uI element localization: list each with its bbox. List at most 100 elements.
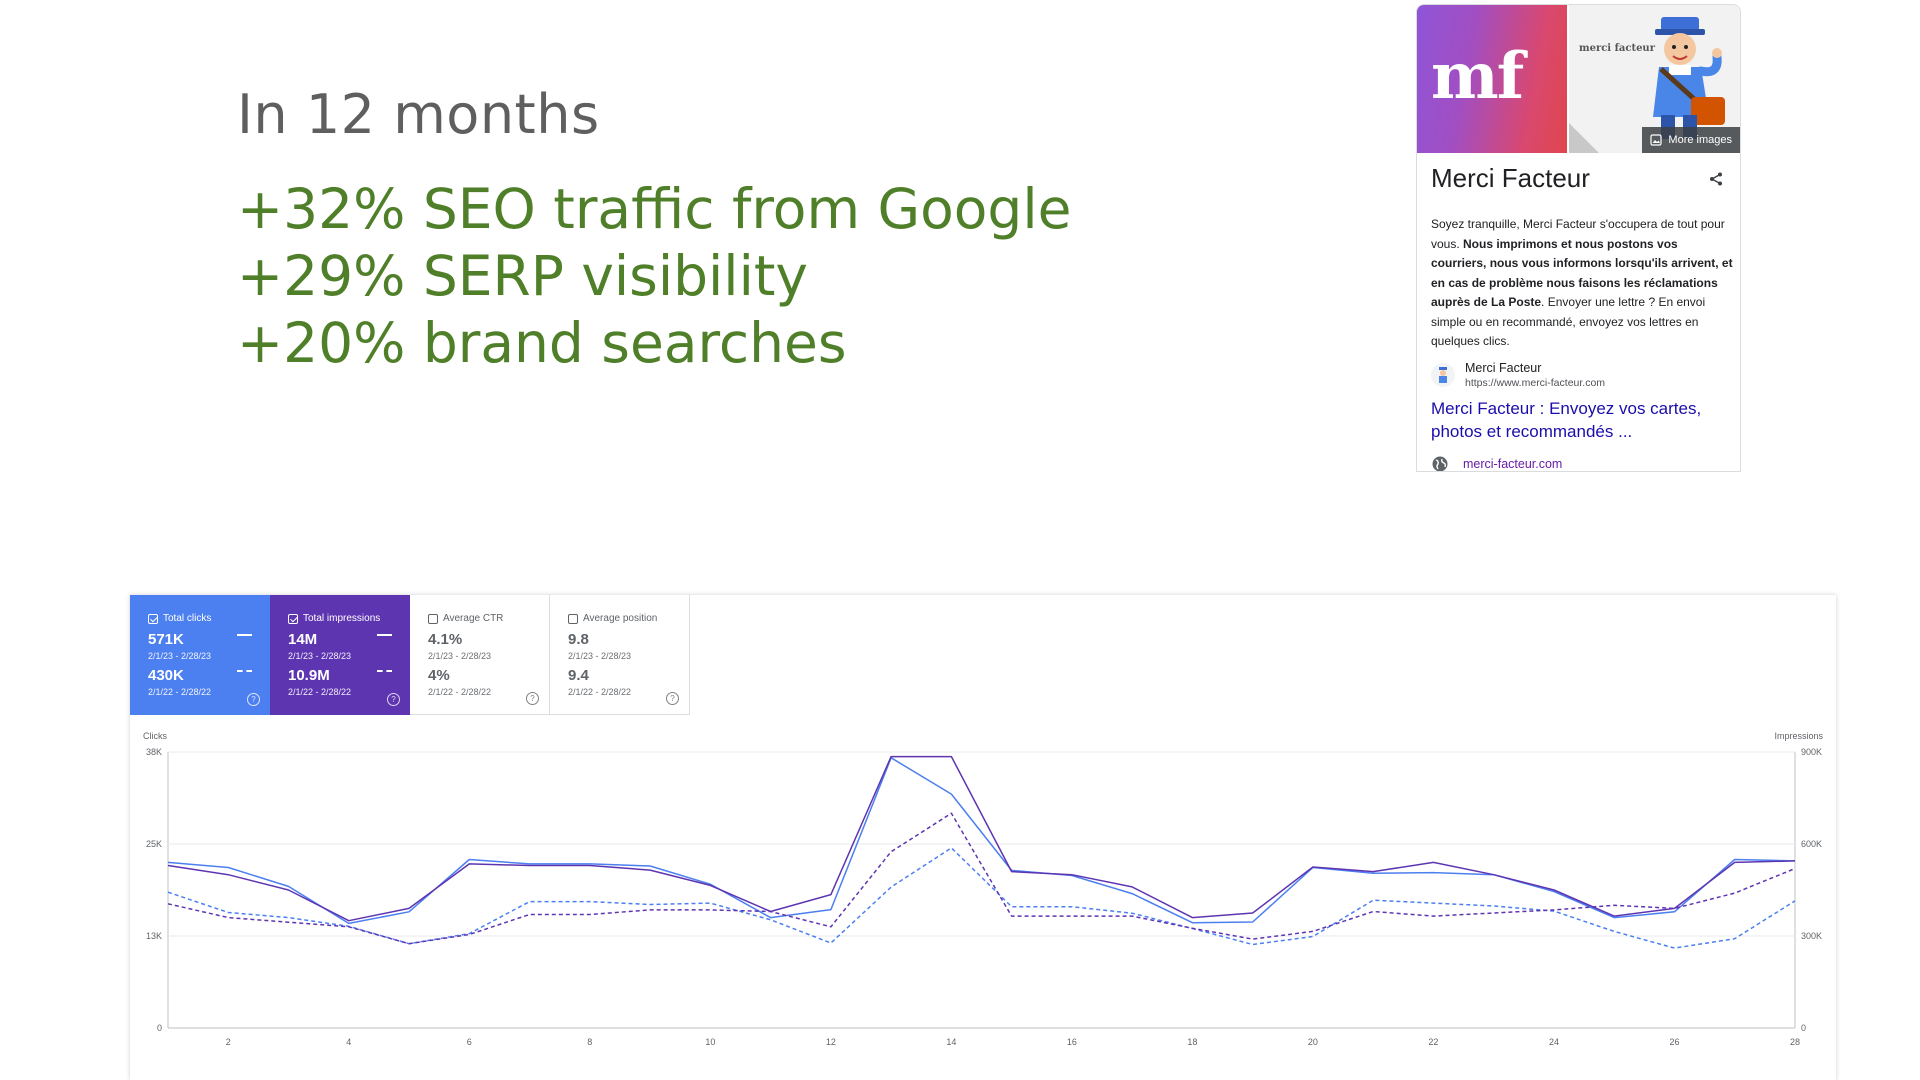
image-icon [1650,134,1663,146]
help-icon[interactable]: ? [387,693,400,706]
help-icon[interactable]: ? [666,692,679,705]
impressions-current-series-line [167,755,1796,922]
metric-card-total-clicks[interactable]: Total clicks 571K 2/1/23 - 2/28/23 430K … [130,595,270,715]
globe-icon [1432,456,1448,471]
legend-solid-line-icon [237,634,252,636]
metric-value-current: 571K [148,631,184,648]
metric-label: Average CTR [443,613,504,624]
x-tick: 10 [705,1037,715,1047]
x-tick: 20 [1308,1037,1318,1047]
metric-range-previous: 2/1/22 - 2/28/22 [568,687,632,697]
y-axis-right-label: Impressions [1774,731,1823,741]
metric-range-current: 2/1/23 - 2/28/23 [428,651,492,661]
metric-value-previous: 9.4 [568,667,589,684]
metric-label: Average position [583,613,658,624]
metric-value-previous: 10.9M [288,667,330,684]
y-axis-left-label: Clicks [143,731,167,741]
metric-card-average-ctr[interactable]: Average CTR 4.1% 2/1/23 - 2/28/23 4% 2/1… [410,595,550,715]
legend-dashed-line-icon [237,670,252,672]
kp-description: Soyez tranquille, Merci Facteur s'occupe… [1431,215,1733,352]
help-icon[interactable]: ? [247,693,260,706]
image-fold-corner [1569,123,1599,153]
search-console-performance: Total clicks 571K 2/1/23 - 2/28/23 430K … [130,595,1836,1080]
site-favicon-icon [1431,363,1455,387]
y-tick-left: 0 [157,1023,162,1033]
x-tick: 6 [467,1037,472,1047]
chart-series [167,755,1796,949]
share-icon[interactable] [1708,171,1724,187]
checkbox-unchecked-icon[interactable] [428,613,438,624]
metric-value-current: 14M [288,631,318,648]
kp-title-row: Merci Facteur [1431,163,1724,194]
headline-stats: +32% SEO traffic from Google +29% SERP v… [237,176,1071,377]
clicks-current-series-line [167,757,1796,925]
checkbox-checked-icon[interactable] [288,613,298,624]
performance-line-chart: Clicks Impressions 0 13K 25K 38K 0 300K 600K 90… [143,731,1824,1047]
checkbox-checked-icon[interactable] [148,613,158,624]
brand-logo[interactable]: mf [1417,5,1567,153]
kp-desc-intro: Soyez tranquille, Merci Facteur s'occupe… [1431,217,1725,251]
kp-source-name: Merci Facteur [1465,361,1542,375]
kp-website-domain: merci-facteur.com [1463,457,1563,471]
metric-value-previous: 430K [148,667,184,684]
y-tick-right: 600K [1801,839,1822,849]
postman-mascot-image [1653,17,1725,139]
metric-label: Total impressions [303,613,381,624]
y-tick-left: 25K [146,839,162,849]
more-images-label: More images [1668,134,1732,146]
x-tick: 16 [1067,1037,1077,1047]
legend-solid-line-icon [377,634,392,636]
kp-desc-bold: Nous imprimons et nous postons vos courr… [1431,236,1733,310]
x-tick: 2 [226,1037,231,1047]
metric-value-current: 4.1% [428,631,463,648]
x-tick: 28 [1790,1037,1800,1047]
y-tick-left: 13K [146,931,162,941]
kp-title: Merci Facteur [1431,163,1590,193]
checkbox-unchecked-icon[interactable] [568,613,578,624]
x-tick: 22 [1428,1037,1438,1047]
metric-cards: Total clicks 571K 2/1/23 - 2/28/23 430K … [130,595,690,715]
metric-label: Total clicks [163,613,212,624]
stat-brand-searches: +20% brand searches [237,311,847,375]
legend-dashed-line-icon [377,670,392,672]
metric-range-previous: 2/1/22 - 2/28/22 [148,687,212,697]
metric-card-total-impressions[interactable]: Total impressions 14M 2/1/23 - 2/28/23 1… [270,595,410,715]
x-tick: 14 [946,1037,956,1047]
y-tick-right: 0 [1801,1023,1806,1033]
metric-range-previous: 2/1/22 - 2/28/22 [428,687,492,697]
metric-card-average-position[interactable]: Average position 9.8 2/1/23 - 2/28/23 9.… [550,595,690,715]
stat-seo-traffic: +32% SEO traffic from Google [237,177,1072,241]
metric-value-current: 9.8 [568,631,589,648]
kp-source[interactable]: Merci Facteur https://www.merci-facteur.… [1431,361,1605,389]
brand-logo-text: mf [1431,39,1524,114]
more-images-button[interactable]: More images [1642,127,1740,153]
stat-serp-visibility: +29% SERP visibility [237,244,808,308]
x-tick: 8 [587,1037,592,1047]
x-tick: 24 [1549,1037,1559,1047]
metric-range-current: 2/1/23 - 2/28/23 [288,651,352,661]
y-tick-right: 900K [1801,747,1822,757]
kp-source-url: https://www.merci-facteur.com [1465,377,1606,389]
y-tick-left: 38K [146,747,162,757]
kp-result-link[interactable]: Merci Facteur : Envoyez vos cartes, phot… [1431,399,1702,441]
metric-range-current: 2/1/23 - 2/28/23 [568,651,632,661]
kp-image-strip[interactable]: mf merci facteur [1417,5,1740,153]
headline-intro: In 12 months [237,83,600,146]
help-icon[interactable]: ? [526,692,539,705]
metric-range-current: 2/1/23 - 2/28/23 [148,651,212,661]
y-tick-right: 300K [1801,931,1822,941]
x-tick: 18 [1187,1037,1197,1047]
metric-range-previous: 2/1/22 - 2/28/22 [288,687,352,697]
x-tick: 26 [1669,1037,1679,1047]
kp-website-row[interactable]: merci-facteur.com [1431,455,1563,471]
knowledge-panel: mf merci facteur [1416,4,1741,472]
kp-desc-outro: . Envoyer une lettre ? En envoi simple o… [1431,295,1706,348]
headline-block: In 12 months +32% SEO traffic from Googl… [237,82,1071,377]
clicks-previous-series-line [167,847,1796,949]
illustration-brand-text: merci facteur [1579,43,1655,54]
mascot-illustration[interactable]: merci facteur [1569,5,1740,153]
x-tick: 4 [346,1037,351,1047]
metric-value-previous: 4% [428,667,450,684]
x-tick: 12 [826,1037,836,1047]
impressions-previous-series-line [167,812,1796,945]
